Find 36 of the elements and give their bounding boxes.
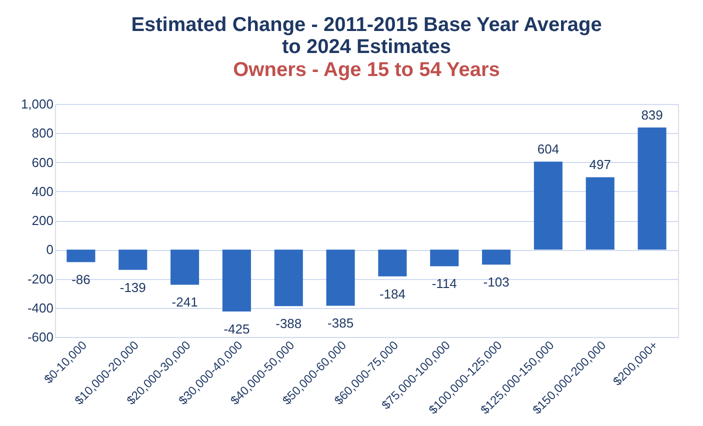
data-label: -139 <box>120 280 146 295</box>
bar <box>534 162 562 250</box>
bar <box>638 127 666 250</box>
data-label: -86 <box>72 272 90 288</box>
data-label: -184 <box>379 286 406 302</box>
data-label: -388 <box>276 316 302 332</box>
bar <box>222 250 251 312</box>
data-label: 497 <box>589 157 611 172</box>
bar <box>378 250 407 276</box>
bar <box>586 177 614 250</box>
y-tick-label: 400 <box>32 184 54 199</box>
y-tick-label: 200 <box>32 213 54 228</box>
bar <box>66 250 96 262</box>
bar <box>482 250 511 265</box>
y-tick-label: -400 <box>27 300 54 316</box>
bar <box>326 250 355 306</box>
bar <box>274 250 303 306</box>
y-tick-label: 1,000 <box>20 96 54 112</box>
text: to 2024 Estimates <box>282 36 451 58</box>
bar <box>170 250 200 285</box>
data-label: -114 <box>432 276 457 292</box>
text: Estimated Change - 2011-2015 Base Year Average <box>131 14 602 36</box>
bar <box>118 250 148 270</box>
data-label: -241 <box>172 294 198 310</box>
y-tick-label: 0 <box>46 242 54 258</box>
data-label: -385 <box>328 316 354 331</box>
chart-subtitle: Owners - Age 15 to 54 Years <box>233 59 500 81</box>
data-label: 839 <box>641 107 663 122</box>
y-tick-label: -600 <box>27 330 54 344</box>
y-tick-label: 800 <box>32 126 54 141</box>
y-tick-label: 600 <box>32 154 54 170</box>
data-label: -103 <box>483 274 510 290</box>
data-label: 604 <box>537 142 560 157</box>
y-tick-label: -200 <box>27 271 54 286</box>
data-label: -425 <box>224 322 250 337</box>
bar <box>430 250 459 266</box>
